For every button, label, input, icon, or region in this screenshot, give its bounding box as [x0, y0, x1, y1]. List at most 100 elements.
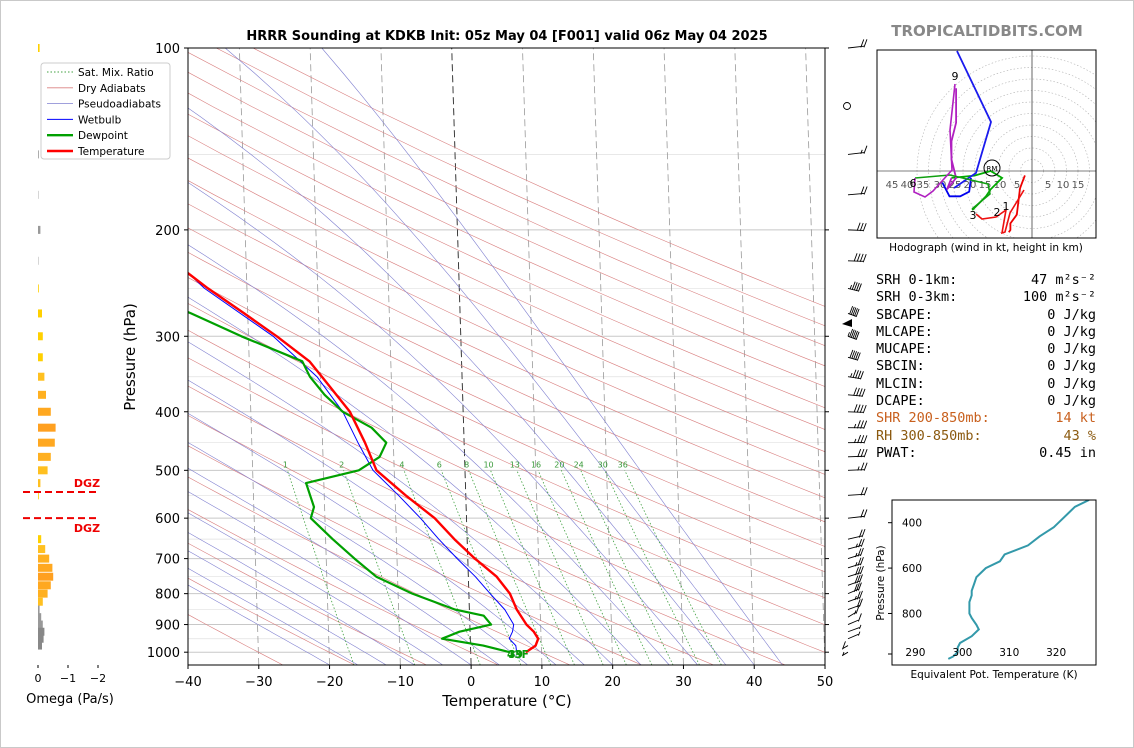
barb-flag — [859, 565, 864, 575]
hodograph-height-label: 9 — [952, 70, 959, 83]
omega-bar — [38, 634, 44, 643]
hodograph-segment-6-9km — [941, 177, 972, 198]
barb-half-flag — [855, 552, 858, 558]
barb-flag — [853, 351, 857, 360]
barb-flag — [863, 145, 868, 154]
wind-barb — [847, 565, 864, 578]
wind-barb — [847, 547, 864, 560]
mixing-ratio-line — [537, 470, 627, 665]
hodograph-ring-label: 10 — [1057, 180, 1070, 191]
dry-adiabat-line — [188, 227, 825, 523]
barb-pennant — [842, 319, 852, 327]
omega-bar — [38, 407, 51, 416]
wind-barb — [847, 420, 868, 429]
wind-barb — [847, 538, 865, 550]
isotherm-line — [238, 48, 260, 665]
barb-flag — [859, 253, 864, 263]
theta-e-y-tick-label: 600 — [902, 563, 922, 575]
omega-x-tick-label: 0 — [35, 672, 42, 685]
dry-adiabat-line — [188, 92, 825, 387]
barb-flag — [859, 557, 864, 566]
wind-barb — [847, 624, 862, 633]
stat-label: SBCIN: — [876, 358, 925, 375]
barb-flag — [853, 404, 858, 413]
wind-barb — [842, 641, 849, 650]
mixing-ratio-label: 8 — [464, 460, 469, 469]
dry-adiabat-line — [188, 71, 825, 367]
mixing-ratio-label: 24 — [574, 460, 584, 469]
pseudoadiabat-line — [188, 567, 359, 665]
barb-flag — [849, 305, 854, 315]
y-tick-label: 400 — [155, 406, 180, 421]
barb-flag — [855, 566, 859, 576]
dry-adiabat-line — [188, 203, 825, 499]
barb-half-flag — [860, 149, 863, 154]
skewt-axes-box — [187, 47, 826, 666]
legend-label: Wetbulb — [78, 114, 122, 126]
theta-e-line — [947, 500, 1090, 660]
omega-bar — [38, 225, 41, 234]
pseudoadiabat-line — [188, 379, 585, 665]
y-tick-label: 800 — [155, 588, 180, 603]
barb-flag — [856, 253, 861, 262]
hodograph-segment-low — [975, 189, 1025, 235]
mixing-ratio-line — [403, 470, 481, 665]
wind-barb — [847, 281, 862, 292]
stat-label: DCAPE: — [876, 393, 925, 410]
dry-adiabat-line — [188, 180, 825, 475]
omega-bar — [38, 390, 46, 399]
storm-motion-label: RM — [987, 165, 998, 173]
mixing-ratio-line — [580, 470, 674, 665]
omega-bar — [38, 284, 39, 293]
x-tick-label: 0 — [467, 675, 475, 690]
pseudoadiabat-line — [188, 244, 670, 665]
omega-bar — [38, 438, 55, 447]
stat-row: DCAPE: 0 J/kg — [876, 393, 1096, 410]
stat-label: SBCAPE: — [876, 306, 933, 323]
wind-barbs — [842, 39, 868, 657]
hodograph-ring-label: 45 — [886, 180, 899, 191]
barb-half-flag — [853, 438, 857, 444]
barb-flag — [858, 388, 863, 397]
wind-barb — [847, 434, 868, 444]
legend-label: Sat. Mix. Ratio — [78, 67, 154, 79]
mixing-ratio-label: 30 — [598, 460, 608, 469]
dgz-label: DGZ — [74, 522, 100, 535]
theta-e-ylabel: Pressure (hPa) — [875, 545, 887, 620]
barb-flag — [861, 528, 866, 538]
x-tick-label: 30 — [675, 675, 692, 690]
stat-row: PWAT: 0.45 in — [876, 445, 1096, 462]
barb-flag — [857, 582, 862, 591]
stat-label: SHR 200-850mb: — [876, 410, 990, 427]
isotherm-line — [805, 48, 825, 665]
stat-label: SRH 0-3km: — [876, 289, 958, 306]
barb-flag — [860, 487, 865, 496]
wind-barb — [847, 349, 861, 361]
barb-flag — [853, 387, 858, 396]
omega-title: Omega (Pa/s) — [26, 692, 114, 707]
barb-flag — [852, 369, 857, 378]
dry-adiabat-line — [188, 135, 825, 430]
barb-flag — [856, 222, 861, 231]
omega-bar — [38, 44, 40, 52]
dgz-label: DGZ — [74, 477, 100, 490]
mixing-ratio-label: 10 — [483, 460, 493, 469]
barb-flag — [853, 282, 858, 291]
wind-barb — [847, 598, 863, 610]
dry-adiabat-line — [188, 52, 825, 346]
wind-barb — [847, 222, 867, 232]
dry-adiabat-line — [188, 251, 825, 547]
theta-e-x-tick-label: 320 — [1046, 647, 1066, 659]
stat-label: SRH 0-1km: — [876, 272, 958, 288]
wind-barb — [847, 574, 863, 586]
omega-bar — [38, 332, 43, 341]
barb-flag — [863, 39, 868, 48]
barb-flag — [857, 370, 862, 379]
omega-x-tick-label: −2 — [90, 672, 106, 685]
barb-flag — [860, 462, 865, 471]
barb-half-flag — [842, 651, 845, 657]
wind-barb — [847, 605, 860, 618]
dry-adiabat-line — [188, 445, 642, 665]
barb-flag — [854, 330, 858, 340]
